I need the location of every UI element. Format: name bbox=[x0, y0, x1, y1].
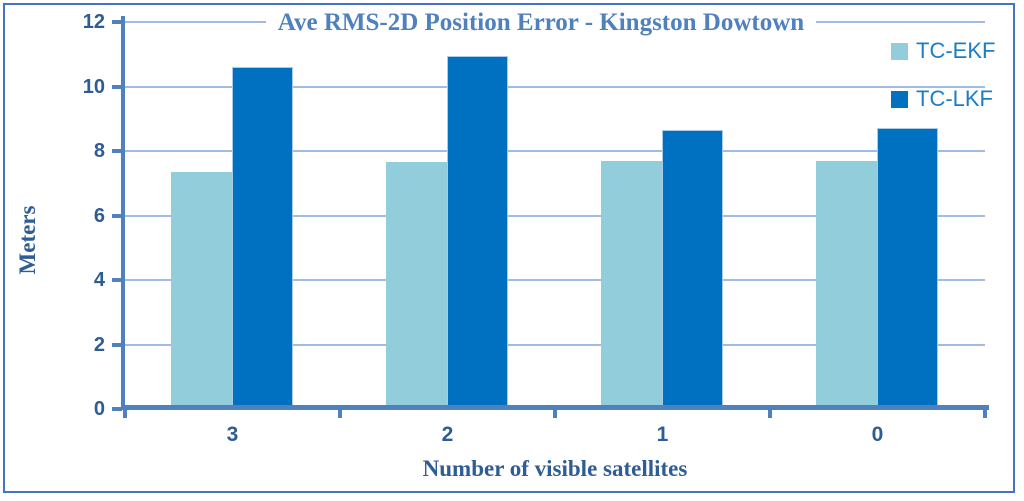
y-tick-mark-12 bbox=[112, 20, 122, 24]
y-tick-label-0: 0 bbox=[93, 398, 105, 420]
y-tick-label-2: 2 bbox=[93, 333, 105, 356]
gridline-y-4 bbox=[125, 279, 985, 281]
x-tick-label-3: 3 bbox=[226, 423, 239, 446]
legend-swatch-tc-lkf bbox=[891, 90, 908, 108]
y-tick-label-6: 6 bbox=[93, 204, 105, 227]
bar-tc-ekf-sat-1 bbox=[601, 160, 662, 409]
bar-tc-ekf-sat-0 bbox=[816, 160, 877, 409]
y-tick-label-10: 10 bbox=[82, 75, 105, 98]
x-tick-mark-0 bbox=[123, 409, 127, 418]
bar-tc-lkf-sat-0 bbox=[877, 128, 938, 409]
x-tick-label-0: 0 bbox=[871, 423, 884, 446]
y-tick-label-4: 4 bbox=[93, 269, 105, 291]
bar-tc-lkf-sat-1 bbox=[662, 130, 723, 409]
gridline-y-8 bbox=[125, 150, 985, 152]
legend-entry-tc-ekf: TC-EKF bbox=[891, 40, 995, 62]
x-tick-label-1: 1 bbox=[656, 423, 669, 446]
y-tick-mark-10 bbox=[112, 84, 122, 89]
y-axis-title: Meters bbox=[15, 205, 40, 275]
y-axis-line bbox=[121, 16, 125, 409]
bar-tc-lkf-sat-3 bbox=[232, 67, 293, 409]
bar-tc-ekf-sat-2 bbox=[386, 162, 447, 409]
y-tick-mark-6 bbox=[112, 213, 122, 218]
gridline-y-12 bbox=[125, 21, 985, 23]
y-tick-mark-2 bbox=[112, 342, 122, 347]
y-tick-mark-4 bbox=[112, 278, 122, 282]
bar-tc-ekf-sat-3 bbox=[171, 171, 232, 409]
x-tick-mark-2 bbox=[553, 409, 557, 418]
bar-tc-lkf-sat-2 bbox=[447, 55, 508, 409]
legend-swatch-tc-ekf bbox=[891, 42, 908, 60]
x-tick-mark-3 bbox=[768, 409, 772, 418]
gridline-y-10 bbox=[125, 85, 985, 88]
legend-label-tc-lkf: TC-LKF bbox=[916, 86, 993, 111]
y-tick-mark-8 bbox=[112, 149, 122, 153]
x-axis-line bbox=[121, 405, 989, 410]
legend-label-tc-ekf: TC-EKF bbox=[916, 38, 996, 63]
x-tick-mark-4 bbox=[983, 409, 987, 418]
x-tick-mark-1 bbox=[338, 409, 342, 418]
x-tick-label-2: 2 bbox=[441, 423, 454, 446]
gridline-y-6 bbox=[125, 214, 985, 217]
x-axis-title: Number of visible satellites bbox=[422, 456, 688, 481]
y-tick-label-12: 12 bbox=[82, 11, 105, 33]
legend-entry-tc-lkf: TC-LKF bbox=[891, 88, 993, 110]
y-tick-label-8: 8 bbox=[93, 140, 105, 162]
y-tick-mark-0 bbox=[112, 407, 122, 411]
plot-area bbox=[125, 21, 985, 409]
gridline-y-2 bbox=[125, 343, 985, 346]
